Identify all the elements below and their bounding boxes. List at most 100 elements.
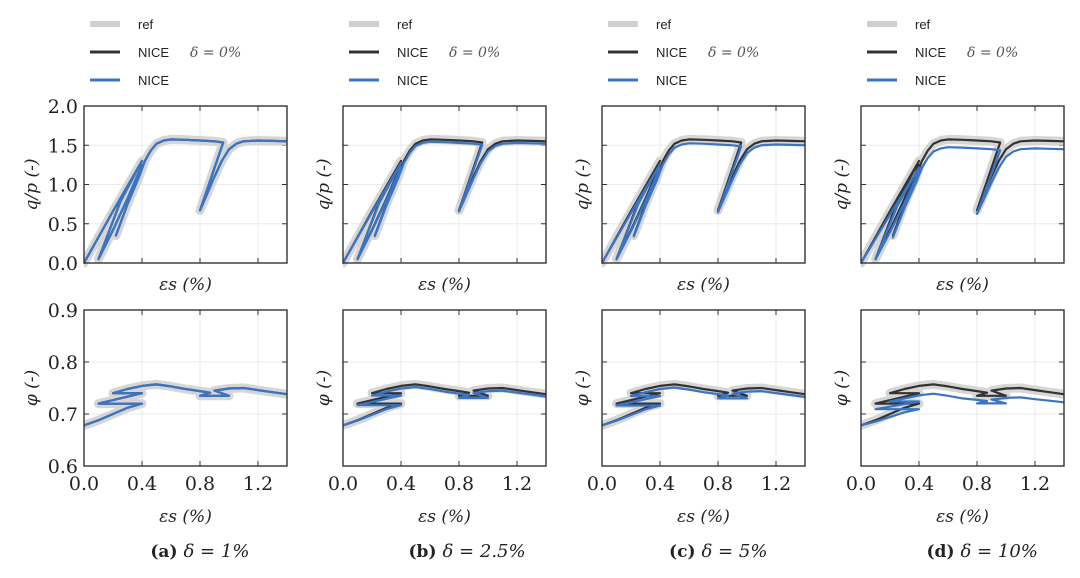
legend-label-ref: ref <box>915 17 931 32</box>
panel-caption: (b) δ = 2.5% <box>409 541 526 562</box>
panel-caption: (a) δ = 1% <box>150 541 249 562</box>
y-tick-label: 0.7 <box>48 404 78 426</box>
legend-label-delta0: δ = 0% <box>190 45 241 61</box>
series-ref <box>343 134 546 268</box>
y-axis-label: φ (-) <box>314 370 334 406</box>
legend-label-nice: NICE <box>656 73 687 88</box>
plot-qp: 0.0 0.5 1.0 1.5 2.0 q/p (-) εs (%) <box>22 96 288 295</box>
plot-frame <box>601 309 806 467</box>
plot-frame <box>860 105 1065 264</box>
plot-qp: q/p (-) εs (%) <box>314 105 547 295</box>
y-axis-label: φ (-) <box>573 370 593 406</box>
x-axis-label: εs (%) <box>936 507 989 527</box>
plot-frame <box>83 309 288 467</box>
plot-qp: q/p (-) εs (%) <box>832 105 1065 295</box>
legend-label-nice: NICE <box>915 73 946 88</box>
plot-phi: 0.0 0.4 0.8 1.2 φ (-) εs (%) <box>573 309 806 527</box>
x-tick-label: 0.8 <box>185 473 215 495</box>
plot-phi: 0.0 0.4 0.8 1.2 φ (-) εs (%) <box>314 309 547 527</box>
legend-label-nice-delta0: NICE <box>915 45 946 60</box>
x-tick-label: 0.4 <box>904 473 934 495</box>
x-tick-label: 0.0 <box>328 473 358 495</box>
y-tick-label: 0.5 <box>48 214 78 236</box>
legend-label-delta0: δ = 0% <box>967 45 1018 61</box>
panel-d: q/p (-) εs (%) 0.0 0.4 0.8 1.2 φ (-) εs (%) (d) δ… <box>832 105 1065 562</box>
plot-phi: 0.6 0.7 0.8 0.9 0.0 0.4 0.8 1.2 φ (-) εs (%) <box>22 300 288 527</box>
curves <box>343 379 546 430</box>
legend-label-ref: ref <box>397 17 413 32</box>
curves <box>861 379 1064 430</box>
x-axis-label: εs (%) <box>936 275 989 295</box>
series-nice <box>602 386 805 427</box>
series-nice <box>84 138 287 265</box>
x-tick-label: 0.4 <box>386 473 416 495</box>
y-axis-label: q/p (-) <box>22 159 42 211</box>
legend-label-nice: NICE <box>397 73 428 88</box>
x-axis-label: εs (%) <box>677 507 730 527</box>
plot-frame <box>601 105 806 264</box>
series-nice <box>343 385 546 427</box>
x-tick-label: 1.2 <box>1020 473 1050 495</box>
legend-label-delta0: δ = 0% <box>449 45 500 61</box>
curves <box>602 134 805 268</box>
legend-label-nice-delta0: NICE <box>138 45 169 60</box>
y-tick-label: 0.0 <box>48 253 78 275</box>
x-tick-label: 0.0 <box>69 473 99 495</box>
y-tick-label: 2.0 <box>48 96 78 118</box>
plot-frame <box>83 105 288 264</box>
series-nice <box>602 142 805 265</box>
legend: ref NICE δ = 0% NICE <box>349 17 500 88</box>
legend-label-ref: ref <box>138 17 154 32</box>
caption-text: δ = 5% <box>702 541 768 562</box>
x-tick-label: 0.4 <box>645 473 675 495</box>
caption-label: (c) <box>669 542 695 562</box>
y-axis-label: φ (-) <box>22 370 42 406</box>
x-axis-label: εs (%) <box>677 275 730 295</box>
plot-qp: q/p (-) εs (%) <box>573 105 806 295</box>
legend-label-nice-delta0: NICE <box>656 45 687 60</box>
curves <box>861 134 1064 268</box>
caption-label: (d) <box>927 542 955 562</box>
y-tick-label: 0.9 <box>48 300 78 322</box>
x-axis-label: εs (%) <box>159 507 212 527</box>
caption-text: δ = 10% <box>961 541 1038 562</box>
panel-b: q/p (-) εs (%) 0.0 0.4 0.8 1.2 φ (-) εs (%) (b) δ… <box>314 105 547 562</box>
x-axis-label: εs (%) <box>159 275 212 295</box>
panel-c: q/p (-) εs (%) 0.0 0.4 0.8 1.2 φ (-) εs (%) (c) δ… <box>573 105 806 562</box>
caption-text: δ = 2.5% <box>443 541 526 562</box>
curves <box>602 379 805 430</box>
legend: ref NICE δ = 0% NICE <box>608 17 759 88</box>
panel-caption: (d) δ = 10% <box>927 541 1038 562</box>
x-tick-label: 1.2 <box>243 473 273 495</box>
x-tick-label: 0.0 <box>846 473 876 495</box>
curves <box>343 134 546 268</box>
plot-phi: 0.0 0.4 0.8 1.2 φ (-) εs (%) <box>832 309 1065 527</box>
x-tick-label: 0.8 <box>444 473 474 495</box>
series-nice <box>861 146 1064 265</box>
caption-label: (b) <box>409 542 437 562</box>
legend-label-nice: NICE <box>138 73 169 88</box>
y-axis-label: q/p (-) <box>832 159 852 211</box>
legend-label-delta0: δ = 0% <box>708 45 759 61</box>
y-axis-label: φ (-) <box>832 370 852 406</box>
legend: ref NICE δ = 0% NICE <box>90 17 241 88</box>
panel-caption: (c) δ = 5% <box>669 541 767 562</box>
legend-label-nice-delta0: NICE <box>397 45 428 60</box>
y-tick-label: 0.8 <box>48 352 78 374</box>
panel-a: 0.0 0.5 1.0 1.5 2.0 q/p (-) εs (%) 0.6 0.7 0.8 0.9… <box>22 96 288 562</box>
plot-frame <box>342 105 547 264</box>
plot-frame <box>342 309 547 467</box>
series-nice <box>861 392 1064 427</box>
x-tick-label: 1.2 <box>502 473 532 495</box>
series-ref <box>602 134 805 268</box>
x-tick-label: 0.8 <box>962 473 992 495</box>
series-nice <box>343 140 546 265</box>
x-tick-label: 0.4 <box>127 473 157 495</box>
series-nice-delta0 <box>861 383 1064 427</box>
legend-label-ref: ref <box>656 17 672 32</box>
curves <box>84 134 287 268</box>
y-axis-label: q/p (-) <box>314 159 334 211</box>
y-tick-label: 0.6 <box>48 456 78 478</box>
y-tick-label: 1.0 <box>48 175 78 197</box>
